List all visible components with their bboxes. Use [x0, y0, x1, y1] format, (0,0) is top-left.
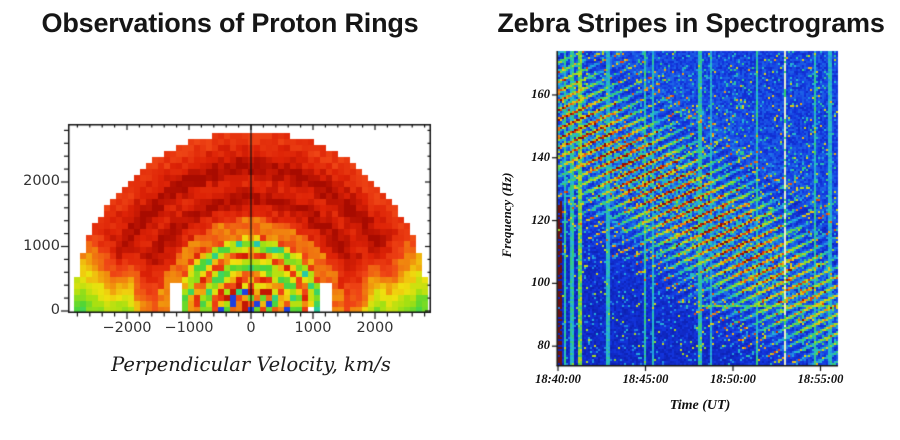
spectrogram-heatmap — [546, 41, 846, 377]
spectrogram-xaxis-label: Time (UT) — [669, 398, 731, 413]
proton-rings-xaxis-label: Perpendicular Velocity, km/s — [111, 353, 391, 376]
spectrogram-yaxis-label: Frequency (Hz) — [499, 172, 514, 258]
spectrogram-ytick-label: 160 — [531, 86, 550, 101]
proton-rings-heatmap — [50, 112, 450, 324]
spectrogram-ytick-label: 80 — [537, 338, 551, 353]
proton-rings-title: Observations of Proton Rings — [41, 8, 419, 38]
zebra-stripes-title: Zebra Stripes in Spectrograms — [497, 8, 885, 38]
spectrogram-ytick-label: 100 — [531, 275, 550, 290]
